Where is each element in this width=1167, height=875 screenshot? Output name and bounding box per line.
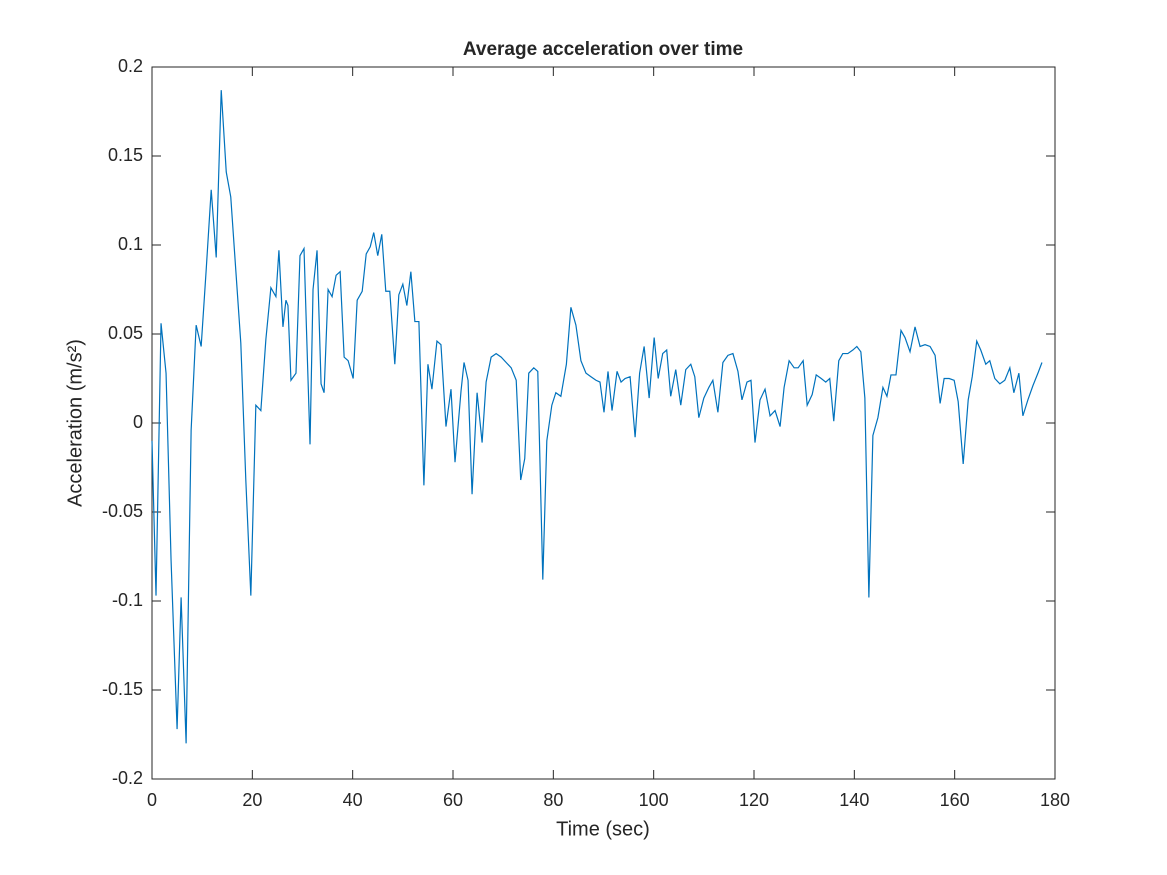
y-tick-label: 0.2 <box>118 56 143 76</box>
y-tick-label: -0.15 <box>102 679 143 699</box>
x-tick-label: 140 <box>839 790 869 810</box>
x-tick-label: 180 <box>1040 790 1070 810</box>
x-axis-label: Time (sec) <box>556 818 650 840</box>
plot-box <box>151 66 1056 780</box>
x-tick-label: 120 <box>739 790 769 810</box>
x-tick-label: 80 <box>543 790 563 810</box>
y-tick-label: 0.15 <box>108 145 143 165</box>
y-tick-label: -0.05 <box>102 501 143 521</box>
x-tick-label: 100 <box>639 790 669 810</box>
y-tick-label: 0.1 <box>118 234 143 254</box>
y-tick-label: 0 <box>133 412 143 432</box>
y-tick-label: -0.2 <box>112 768 143 788</box>
x-tick-label: 20 <box>242 790 262 810</box>
x-tick-label: 0 <box>147 790 157 810</box>
chart-title: Average acceleration over time <box>463 39 743 60</box>
x-tick-label: 40 <box>343 790 363 810</box>
y-tick-label: 0.05 <box>108 323 143 343</box>
data-line <box>151 90 1043 744</box>
y-tick-label: -0.1 <box>112 590 143 610</box>
x-tick-label: 60 <box>443 790 463 810</box>
x-tick-label: 160 <box>940 790 970 810</box>
y-axis-label: Acceleration (m/s²) <box>64 339 86 507</box>
